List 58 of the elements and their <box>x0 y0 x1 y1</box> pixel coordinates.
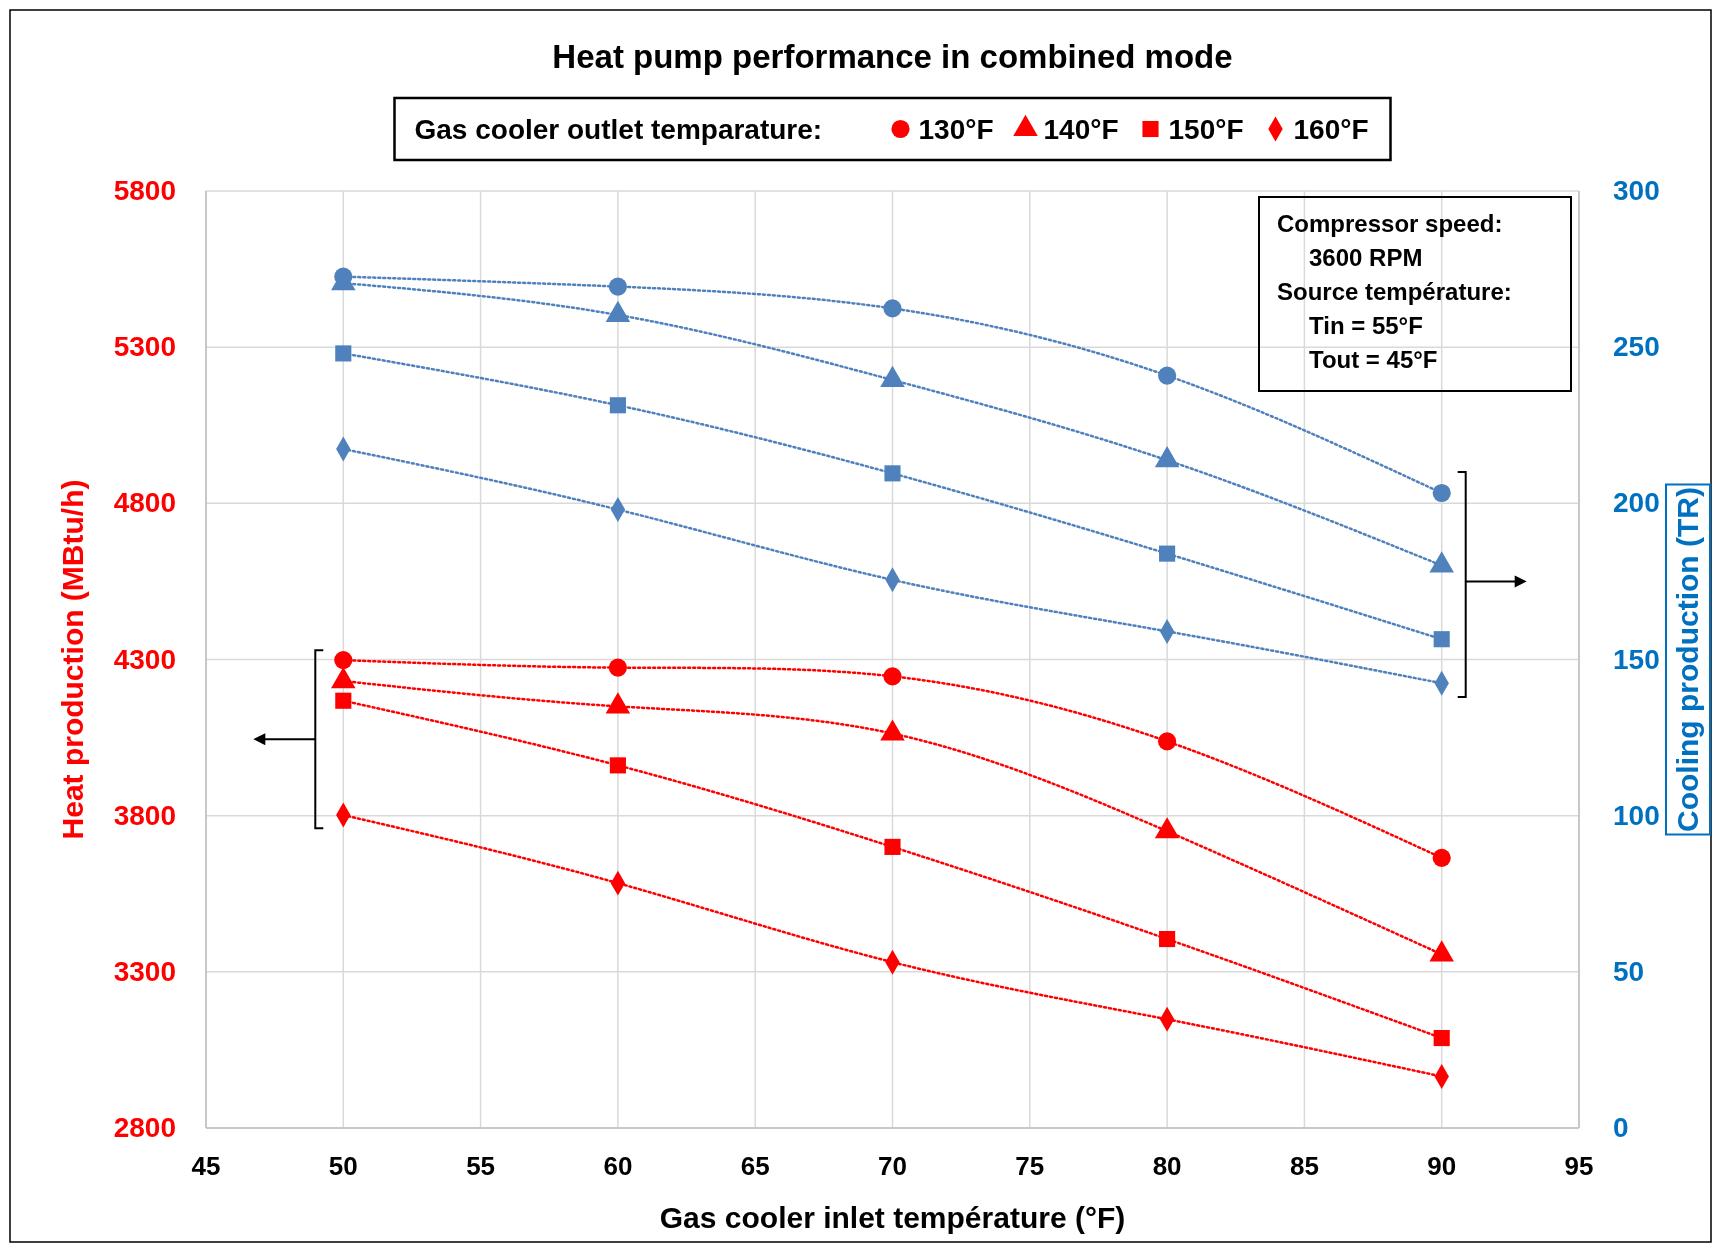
y-tick-label: 5300 <box>113 331 176 363</box>
point <box>608 658 627 677</box>
x-tick-label: 45 <box>191 1151 221 1181</box>
point <box>609 757 626 774</box>
chart-title: Heat pump performance in combined mode <box>552 38 1233 75</box>
x-tick-label: 85 <box>1289 1151 1319 1181</box>
x-tick-label: 80 <box>1152 1151 1182 1181</box>
annotation: Tout = 45°F <box>1309 346 1438 373</box>
point <box>883 299 902 318</box>
y2-axis-title: Cooling production (TR) <box>1671 487 1704 832</box>
legend-label: 160°F <box>1293 114 1369 145</box>
x-tick-label: 70 <box>878 1151 907 1181</box>
y-tick-label: 2800 <box>113 1112 176 1143</box>
point <box>335 345 352 362</box>
annotation: Tin = 55°F <box>1309 312 1423 339</box>
x-axis-title: Gas cooler inlet température (°F) <box>659 1201 1126 1234</box>
legend-title: Gas cooler outlet temparature: <box>414 114 823 145</box>
annotation: 3600 RPM <box>1309 244 1423 271</box>
legend-label: 150°F <box>1168 114 1244 145</box>
y-tick-label: 4800 <box>113 487 176 519</box>
legend-label: 130°F <box>918 114 994 145</box>
point <box>1432 848 1451 867</box>
annotation: Source température: <box>1277 278 1512 305</box>
point <box>1158 366 1177 385</box>
point <box>334 651 353 670</box>
y2-tick-label: 250 <box>1613 331 1660 363</box>
x-tick-label: 95 <box>1564 1151 1594 1181</box>
y-tick-label: 3800 <box>113 799 176 831</box>
x-tick-label: 65 <box>740 1151 770 1181</box>
point <box>883 667 902 686</box>
y-axis-title: Heat production (MBtu/h) <box>56 479 89 840</box>
point <box>1433 1029 1450 1047</box>
y-tick-label: 3300 <box>113 955 176 987</box>
y-tick-label: 5800 <box>113 175 176 206</box>
point <box>609 397 626 414</box>
x-tick-label: 60 <box>603 1151 633 1181</box>
point <box>1432 483 1451 503</box>
point <box>1433 631 1450 648</box>
x-tick-label: 90 <box>1427 1151 1457 1181</box>
point <box>1159 930 1176 948</box>
y2-tick-label: 300 <box>1613 175 1660 206</box>
x-tick-label: 55 <box>466 1151 496 1181</box>
point <box>608 277 627 296</box>
point <box>884 465 901 482</box>
point <box>1159 545 1176 562</box>
x-tick-label: 75 <box>1015 1151 1045 1181</box>
y2-tick-label: 50 <box>1613 955 1645 987</box>
y2-tick-label: 100 <box>1613 799 1660 831</box>
point <box>884 838 901 855</box>
x-tick-label: 50 <box>328 1151 358 1181</box>
y-tick-label: 4300 <box>113 643 176 675</box>
y2-tick-label: 150 <box>1613 643 1660 675</box>
y2-tick-label: 0 <box>1613 1112 1629 1143</box>
legend-label: 140°F <box>1043 114 1119 145</box>
y2-tick-label: 200 <box>1613 487 1660 519</box>
point <box>1158 732 1177 751</box>
point <box>335 692 352 709</box>
annotation: Compressor speed: <box>1277 210 1503 237</box>
